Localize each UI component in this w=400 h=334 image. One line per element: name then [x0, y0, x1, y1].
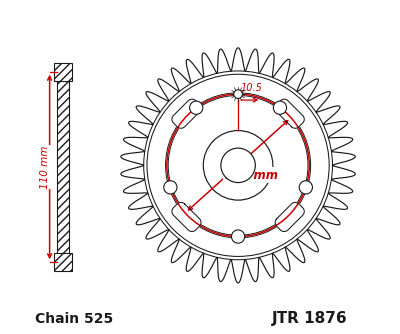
Polygon shape [54, 63, 72, 81]
Text: 110 mm: 110 mm [40, 145, 50, 189]
Circle shape [190, 101, 203, 114]
Text: 10.5: 10.5 [240, 83, 262, 93]
Polygon shape [172, 202, 201, 231]
Polygon shape [275, 99, 304, 128]
Text: JTR 1876: JTR 1876 [272, 311, 347, 326]
Polygon shape [54, 253, 72, 271]
Circle shape [221, 148, 255, 183]
Circle shape [273, 101, 286, 114]
Text: 130 mm: 130 mm [225, 169, 278, 182]
Polygon shape [57, 81, 70, 253]
Circle shape [232, 230, 245, 243]
Polygon shape [275, 202, 304, 231]
Circle shape [299, 181, 312, 194]
Circle shape [234, 90, 242, 99]
Polygon shape [172, 99, 201, 128]
Text: Chain 525: Chain 525 [35, 312, 113, 326]
Circle shape [164, 181, 177, 194]
